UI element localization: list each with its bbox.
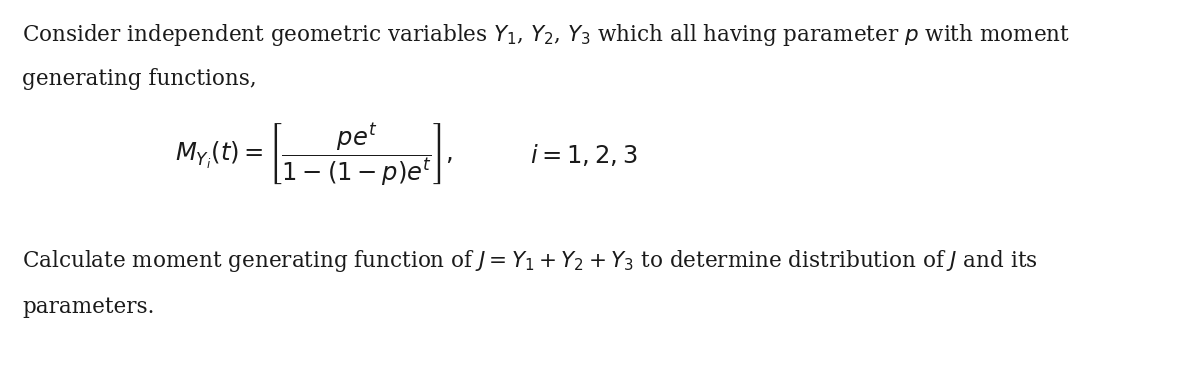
- Text: $M_{Y_i}(t) = \left[\dfrac{pe^t}{1-(1-p)e^t}\right],$: $M_{Y_i}(t) = \left[\dfrac{pe^t}{1-(1-p)…: [175, 122, 454, 188]
- Text: Consider independent geometric variables $Y_1$, $Y_2$, $Y_3$ which all having pa: Consider independent geometric variables…: [22, 22, 1070, 48]
- Text: generating functions,: generating functions,: [22, 68, 257, 90]
- Text: $i = 1, 2, 3$: $i = 1, 2, 3$: [530, 142, 637, 168]
- Text: parameters.: parameters.: [22, 296, 155, 318]
- Text: Calculate moment generating function of $J =  Y_1 + Y_2 + Y_3$ to determine dist: Calculate moment generating function of …: [22, 248, 1038, 274]
